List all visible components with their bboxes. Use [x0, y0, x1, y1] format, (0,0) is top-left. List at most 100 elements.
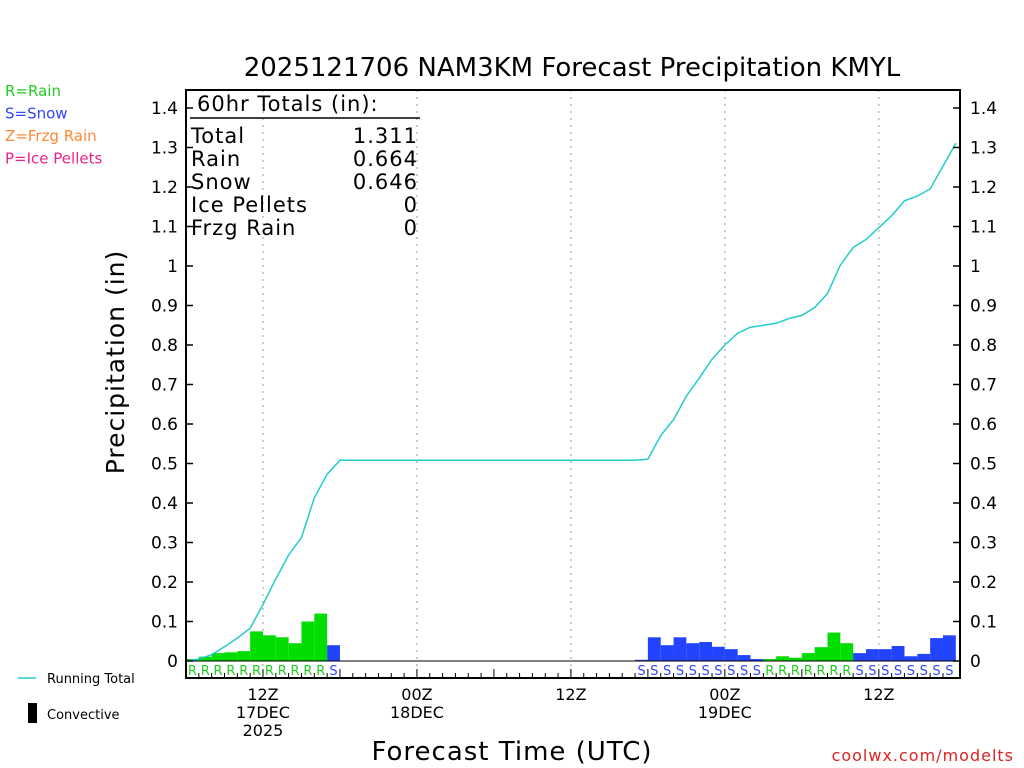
y-tick-label-right: 0.3	[970, 534, 997, 554]
y-axis-label: Precipitation (in)	[101, 250, 130, 475]
convective-legend-swatch	[28, 703, 37, 723]
precip-bar	[891, 645, 905, 661]
precip-bar	[660, 645, 674, 661]
precip-bar	[789, 657, 802, 661]
x-tick-label: 12Z	[247, 685, 278, 704]
precip-bar	[827, 632, 841, 661]
y-tick-label-right: 0.5	[970, 455, 997, 475]
precip-bar	[211, 653, 225, 661]
precip-bar	[327, 645, 340, 661]
ptype-label: R	[817, 664, 826, 679]
x-tick-label: 12Z	[863, 685, 894, 704]
y-tick-label-right: 0.2	[970, 573, 997, 593]
y-tick-label-right: 0.1	[970, 613, 997, 633]
precip-bar	[776, 656, 790, 661]
ptype-label: R	[278, 664, 287, 679]
ptype-label: R	[239, 664, 248, 679]
totals-row-value: 0	[404, 216, 418, 240]
ptype-label: R	[842, 664, 851, 679]
precip-bar	[635, 659, 648, 661]
precip-bar	[686, 643, 700, 661]
ptype-label: R	[188, 664, 197, 679]
y-tick-label-left: 0.4	[151, 494, 178, 514]
y-tick-label-left: 1	[167, 257, 178, 277]
y-tick-label-left: 0.8	[151, 336, 178, 356]
ptype-label: S	[920, 664, 928, 679]
y-tick-label-right: 1	[970, 257, 981, 277]
precip-bar	[647, 637, 661, 661]
ptype-label: R	[316, 664, 325, 679]
ptype-label: S	[701, 664, 709, 679]
running-total-line	[185, 142, 957, 662]
line-legend-entry: Running Total	[47, 672, 135, 687]
line-legend: Running Total Convective	[18, 672, 135, 723]
y-tick-label-right: 0.4	[970, 494, 997, 514]
y-tick-label-left: 1.1	[151, 218, 178, 238]
line-legend-entry: Convective	[47, 708, 120, 723]
ptype-label: R	[265, 664, 274, 679]
ptype-label: R	[252, 664, 261, 679]
precip-bar	[237, 651, 251, 661]
ptype-label: S	[868, 664, 876, 679]
ticks-layer: 0 00.1 0.10.2 0.20.3 0.30.4 0.40.5 0.50.6 0.60.…	[151, 99, 997, 740]
ptype-label: S	[932, 664, 940, 679]
precip-bar	[865, 649, 879, 661]
y-tick-label-right: 0.7	[970, 376, 997, 396]
precip-bar	[942, 635, 956, 661]
totals-row-label: Frzg Rain	[191, 216, 296, 240]
x-tick-label: 00Z	[709, 685, 740, 704]
ptype-legend-entry: P=Ice Pellets	[5, 150, 102, 168]
y-tick-label-right: 0	[970, 652, 981, 672]
y-tick-label-right: 0.9	[970, 297, 997, 317]
ptype-label: S	[329, 664, 337, 679]
y-tick-label-left: 0	[167, 652, 178, 672]
y-tick-label-left: 0.9	[151, 297, 178, 317]
precip-bar	[314, 613, 328, 661]
precip-bar	[288, 643, 302, 661]
y-tick-label-right: 1.2	[970, 178, 997, 198]
grid-layer	[262, 90, 880, 678]
totals-row-value: 0	[404, 193, 418, 217]
y-tick-label-right: 1.4	[970, 99, 997, 119]
totals-box: 60hr Totals (in): Total 1.311 Rain 0.664 Sno…	[190, 92, 420, 240]
y-tick-label-left: 0.2	[151, 573, 178, 593]
totals-header: 60hr Totals (in):	[197, 92, 379, 116]
precip-bar	[814, 647, 828, 661]
ptype-label: S	[689, 664, 697, 679]
totals-rows: Total 1.311 Rain 0.664 Snow 0.646 Ice Pellets 0…	[190, 124, 418, 240]
x-tick-label: 17DEC	[236, 703, 290, 722]
precip-bar	[763, 659, 777, 661]
ptype-legend-entry: R=Rain	[5, 82, 61, 100]
x-tick-label: 12Z	[555, 685, 586, 704]
ptype-label: S	[894, 664, 902, 679]
x-tick-label: 18DEC	[390, 703, 444, 722]
totals-row-value: 0.646	[353, 170, 418, 194]
plot-frame	[185, 89, 961, 679]
y-tick-label-right: 1.1	[970, 218, 997, 238]
ptype-label: S	[881, 664, 889, 679]
y-tick-label-right: 0.8	[970, 336, 997, 356]
y-tick-label-left: 1.2	[151, 178, 178, 198]
y-tick-label-left: 0.1	[151, 613, 178, 633]
ptype-label: R	[778, 664, 787, 679]
ptype-label: S	[637, 664, 645, 679]
precip-bar	[301, 621, 315, 661]
precip-bar	[917, 653, 931, 661]
x-tick-label: 19DEC	[698, 703, 752, 722]
x-tick-label: 00Z	[401, 685, 432, 704]
ptype-label: R	[829, 664, 838, 679]
totals-row-label: Total	[190, 124, 245, 148]
ptype-label: S	[907, 664, 915, 679]
totals-row-value: 0.664	[353, 147, 418, 171]
ptype-label: S	[740, 664, 748, 679]
x-tick-label: 2025	[243, 721, 284, 740]
ptype-label: R	[226, 664, 235, 679]
ptype-label: S	[714, 664, 722, 679]
y-tick-label-right: 1.3	[970, 139, 997, 159]
precip-bar	[262, 635, 276, 661]
precip-bar	[275, 637, 289, 661]
ptype-label: S	[650, 664, 658, 679]
totals-row-label: Snow	[191, 170, 252, 194]
ptype-legend-entry: Z=Frzg Rain	[5, 127, 97, 145]
